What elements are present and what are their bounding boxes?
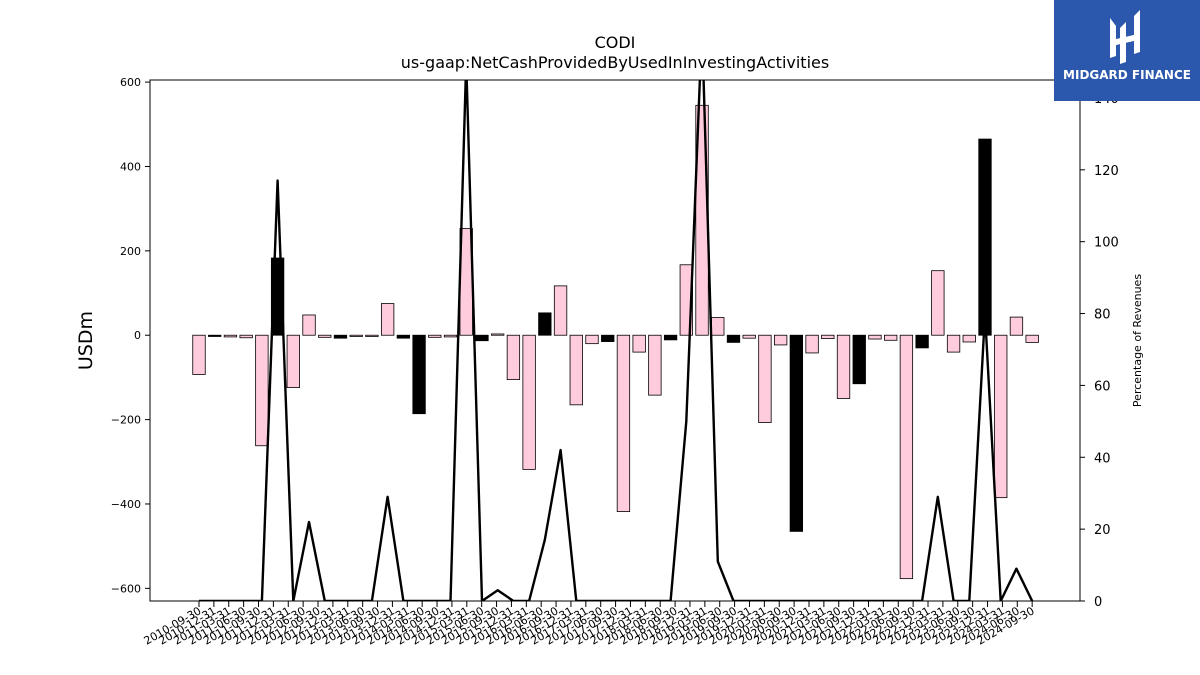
chart-bar [978, 138, 992, 336]
chart-bar [302, 314, 316, 336]
chart-bar [365, 334, 379, 337]
y-tick-label: 0 [134, 329, 141, 342]
chart-bar [318, 334, 332, 338]
y-tick-label: −400 [111, 498, 141, 511]
y2-tick-label: 0 [1094, 595, 1102, 610]
chart-bar [192, 334, 206, 375]
y-tick-label: 400 [120, 160, 141, 173]
chart-bar [208, 334, 222, 337]
chart-bar [915, 334, 929, 349]
chart-bar [648, 334, 662, 396]
chart-bar [931, 270, 945, 336]
chart-bar [711, 317, 725, 336]
chart-bar [239, 334, 253, 339]
chart-title: CODI [594, 33, 636, 52]
y2-tick-label: 100 [1094, 236, 1119, 251]
chart-bar [836, 334, 851, 399]
chart-bar [333, 334, 348, 339]
y-tick-label: −600 [111, 582, 141, 595]
chart-bar [946, 334, 961, 353]
chart-bar [349, 334, 363, 337]
chart-bar [868, 334, 882, 340]
chart-bar [585, 334, 599, 345]
midgard-finance-logo: MIDGARD FINANCE [1054, 0, 1200, 101]
y2-tick-label: 60 [1094, 379, 1111, 394]
logo-text: MIDGARD FINANCE [1063, 68, 1191, 82]
y-tick-label: −200 [111, 414, 141, 427]
chart-bar [773, 334, 788, 346]
chart-bar [1009, 316, 1024, 336]
chart-bar [255, 334, 269, 447]
y-tick-label: 600 [120, 76, 141, 89]
chart-bar [491, 333, 505, 336]
y-axis-label: USDm [75, 311, 97, 370]
chart-bar [994, 334, 1008, 499]
y2-tick-label: 80 [1094, 308, 1111, 323]
chart-bar [396, 334, 411, 339]
y2-tick-label: 20 [1094, 523, 1111, 538]
chart-bar [286, 334, 300, 388]
chart-bar [884, 334, 898, 341]
chart-bar [506, 334, 521, 380]
chart-bar [962, 334, 976, 343]
chart-bar [632, 334, 646, 353]
chart-bar [758, 334, 772, 423]
chart-subtitle: us-gaap:NetCashProvidedByUsedInInvesting… [400, 53, 830, 72]
logo-mark-icon [1110, 10, 1140, 64]
chart-bar [538, 312, 552, 336]
chart-bar [412, 334, 426, 415]
chart-bar [380, 303, 395, 336]
chart-bar [821, 334, 835, 340]
chart-bar [569, 334, 583, 406]
chart-bar [522, 334, 536, 470]
chart-bar [601, 334, 615, 342]
y2-tick-label: 120 [1094, 164, 1119, 179]
chart-bar [899, 334, 914, 580]
y2-tick-label: 40 [1094, 451, 1111, 466]
chart-bar [742, 334, 756, 339]
chart-bar [475, 334, 489, 342]
y-tick-label: 200 [120, 245, 141, 258]
chart-bar [789, 334, 804, 532]
chart-bar [663, 334, 678, 341]
chart-bar [805, 334, 819, 354]
chart-bar [443, 334, 458, 338]
y2-axis-label: Percentage of Revenues [1131, 274, 1144, 407]
chart-bar [553, 285, 568, 336]
chart-bar [852, 334, 866, 385]
chart-bar [223, 334, 238, 338]
chart-bar [1025, 334, 1039, 343]
plot-frame [149, 79, 1081, 602]
chart-bar [726, 334, 741, 343]
chart-bar [616, 334, 631, 512]
chart-bar [428, 334, 442, 338]
